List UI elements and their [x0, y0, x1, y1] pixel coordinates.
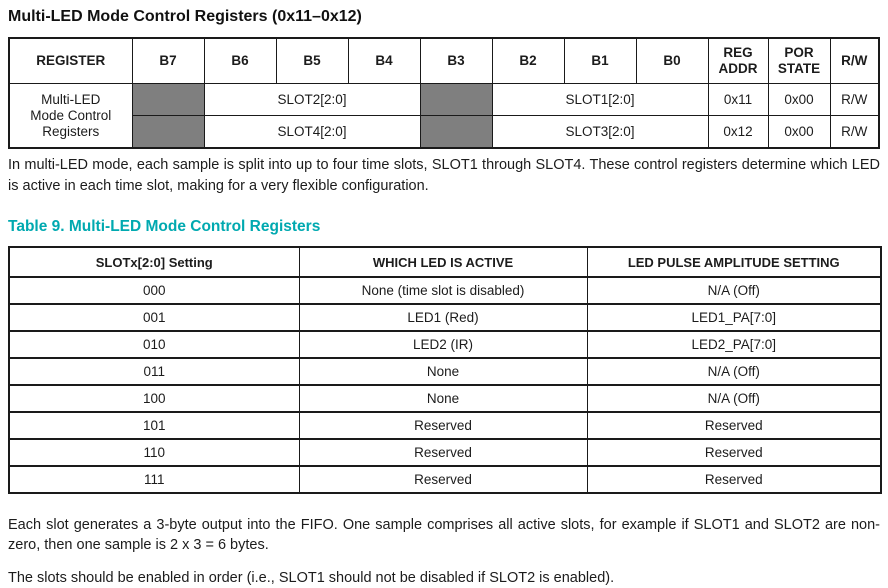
table-cell: LED2 (IR) [298, 330, 588, 359]
table-cell: 000 [8, 276, 300, 305]
table-cell: LED1_PA[7:0] [586, 303, 882, 332]
table-cell: Reserved [586, 438, 882, 467]
fifo-note: Each slot generates a 3-byte output into… [8, 517, 880, 553]
column-header-register: REGISTER [8, 37, 133, 84]
rw-cell: R/W [829, 115, 880, 149]
column-header-b2: B2 [491, 37, 565, 84]
table-cell: Reserved [586, 411, 882, 440]
table-cell: None [298, 384, 588, 413]
column-header-b1: B1 [563, 37, 637, 84]
slot2-field-cell: SLOT2[2:0] [203, 83, 421, 116]
table-cell: 101 [8, 411, 300, 440]
register-description: In multi-LED mode, each sample is split … [8, 157, 880, 194]
reserved-bit-cell-b7 [131, 83, 205, 116]
slot1-field-cell: SLOT1[2:0] [491, 83, 709, 116]
reserved-bit-cell-b3 [419, 83, 493, 116]
table-cell: Reserved [586, 465, 882, 494]
column-header-slot-setting: SLOTx[2:0] Setting [8, 246, 300, 278]
register-row-0x12: SLOT4[2:0] SLOT3[2:0] 0x12 0x00 R/W [9, 115, 880, 149]
register-table-header-row: REGISTER B7 B6 B5 B4 B3 B2 B1 B0 REG ADD… [8, 37, 880, 84]
column-header-b7: B7 [131, 37, 205, 84]
reg-addr-cell: 0x11 [707, 83, 769, 116]
table-cell: None [298, 357, 588, 386]
table-cell: Reserved [298, 438, 588, 467]
table-cell: 110 [8, 438, 300, 467]
por-state-cell: 0x00 [767, 115, 831, 149]
column-header-pulse-amplitude: LED PULSE AMPLITUDE SETTING [586, 246, 882, 278]
column-header-por-state: POR STATE [767, 37, 831, 84]
register-name: Multi-LED Mode Control Registers [30, 91, 112, 139]
column-header-b0: B0 [635, 37, 709, 84]
reserved-bit-cell-b7 [131, 115, 205, 149]
column-header-b3: B3 [419, 37, 493, 84]
slot4-field-cell: SLOT4[2:0] [203, 115, 421, 149]
table-cell: N/A (Off) [586, 384, 882, 413]
column-header-b5: B5 [275, 37, 349, 84]
table-cell: LED2_PA[7:0] [586, 330, 882, 359]
table9-title: Table 9. Multi-LED Mode Control Register… [8, 218, 321, 235]
table-cell: Reserved [298, 465, 588, 494]
reserved-bit-cell-b3 [419, 115, 493, 149]
table-row: 000 None (time slot is disabled) N/A (Off) [8, 276, 882, 305]
column-header-rw: R/W [829, 37, 880, 84]
table-row: 101 Reserved Reserved [8, 411, 882, 440]
column-header-b4: B4 [347, 37, 421, 84]
table-row: 111 Reserved Reserved [8, 465, 882, 494]
rw-cell: R/W [829, 83, 880, 116]
column-header-which-led: WHICH LED IS ACTIVE [298, 246, 588, 278]
slot-table-body: 000 None (time slot is disabled) N/A (Off)… [8, 276, 882, 494]
register-row-0x11: Multi-LED Mode Control Registers SLOT2[2… [8, 83, 880, 149]
reg-addr-cell: 0x12 [707, 115, 769, 149]
por-state-cell: 0x00 [767, 83, 831, 116]
table-cell: N/A (Off) [586, 357, 882, 386]
table-cell: 111 [8, 465, 300, 494]
table-cell: Reserved [298, 411, 588, 440]
page-title: Multi-LED Mode Control Registers (0x11–0… [8, 8, 362, 25]
table-cell: 010 [8, 330, 300, 359]
table-cell: 011 [8, 357, 300, 386]
register-name-cell: Multi-LED Mode Control Registers [8, 83, 133, 149]
table-row: 011 None N/A (Off) [8, 357, 882, 386]
table-cell: LED1 (Red) [298, 303, 588, 332]
table-cell: 001 [8, 303, 300, 332]
slot3-field-cell: SLOT3[2:0] [491, 115, 709, 149]
table-cell: N/A (Off) [586, 276, 882, 305]
table-cell: None (time slot is disabled) [298, 276, 588, 305]
table-row: 001 LED1 (Red) LED1_PA[7:0] [8, 303, 882, 332]
column-header-b6: B6 [203, 37, 277, 84]
column-header-reg-addr: REG ADDR [707, 37, 769, 84]
slot-order-note: The slots should be enabled in order (i.… [8, 570, 615, 586]
table-row: 010 LED2 (IR) LED2_PA[7:0] [8, 330, 882, 359]
table-row: 110 Reserved Reserved [8, 438, 882, 467]
slot-setting-table: SLOTx[2:0] Setting WHICH LED IS ACTIVE L… [8, 246, 882, 494]
register-bitfield-table: REGISTER B7 B6 B5 B4 B3 B2 B1 B0 REG ADD… [8, 37, 880, 149]
table-cell: 100 [8, 384, 300, 413]
table-row: 100 None N/A (Off) [8, 384, 882, 413]
slot-table-header-row: SLOTx[2:0] Setting WHICH LED IS ACTIVE L… [8, 246, 882, 278]
